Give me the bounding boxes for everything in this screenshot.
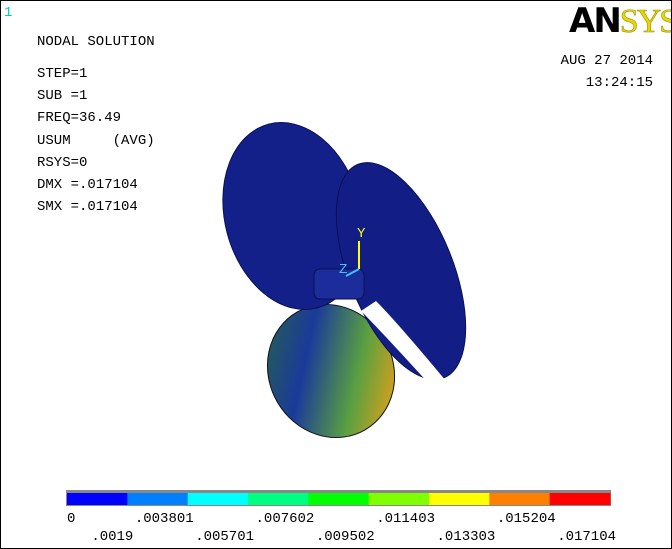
legend-swatch <box>369 493 430 505</box>
legend-label: .015204 <box>496 511 556 527</box>
info-line: SMX =.017104 <box>37 199 138 215</box>
legend-label: .005701 <box>194 529 254 545</box>
legend-swatch <box>308 493 369 505</box>
model-view: Y Z <box>1 1 671 548</box>
legend-label: .017104 <box>556 529 616 545</box>
legend-swatch <box>429 493 490 505</box>
logo-part: AN <box>569 1 620 41</box>
logo-part: SYS <box>620 3 672 40</box>
legend-swatch <box>127 493 188 505</box>
legend-swatch <box>489 493 550 505</box>
legend-label: .0019 <box>73 529 133 545</box>
legend-label: .007602 <box>254 511 314 527</box>
graphics-window: Y Z 1 ANSYS NODAL SOLUTION STEP=1 SUB =1 F… <box>0 0 672 549</box>
legend-label: .011403 <box>375 511 435 527</box>
legend-label: .009502 <box>315 529 375 545</box>
info-line: RSYS=0 <box>37 155 87 171</box>
date: AUG 27 2014 <box>561 53 653 69</box>
info-line: FREQ=36.49 <box>37 110 121 126</box>
legend-swatch <box>550 493 611 505</box>
window-number: 1 <box>4 5 12 21</box>
info-line: STEP=1 <box>37 66 87 82</box>
legend-label: .003801 <box>134 511 194 527</box>
info-line: USUM (AVG) <box>37 133 155 149</box>
triad-y-label: Y <box>357 226 366 242</box>
legend-label: 0 <box>67 511 75 527</box>
legend-swatch <box>248 493 309 505</box>
legend-bar <box>66 490 611 506</box>
legend-swatch <box>67 493 128 505</box>
legend-label: .013303 <box>435 529 495 545</box>
logo: ANSYS <box>569 3 672 40</box>
info-line: DMX =.017104 <box>37 177 138 193</box>
info-line: SUB =1 <box>37 88 87 104</box>
triad-z-label: Z <box>339 262 347 278</box>
time: 13:24:15 <box>586 75 653 91</box>
legend-swatch <box>188 493 249 505</box>
title: NODAL SOLUTION <box>37 34 155 50</box>
